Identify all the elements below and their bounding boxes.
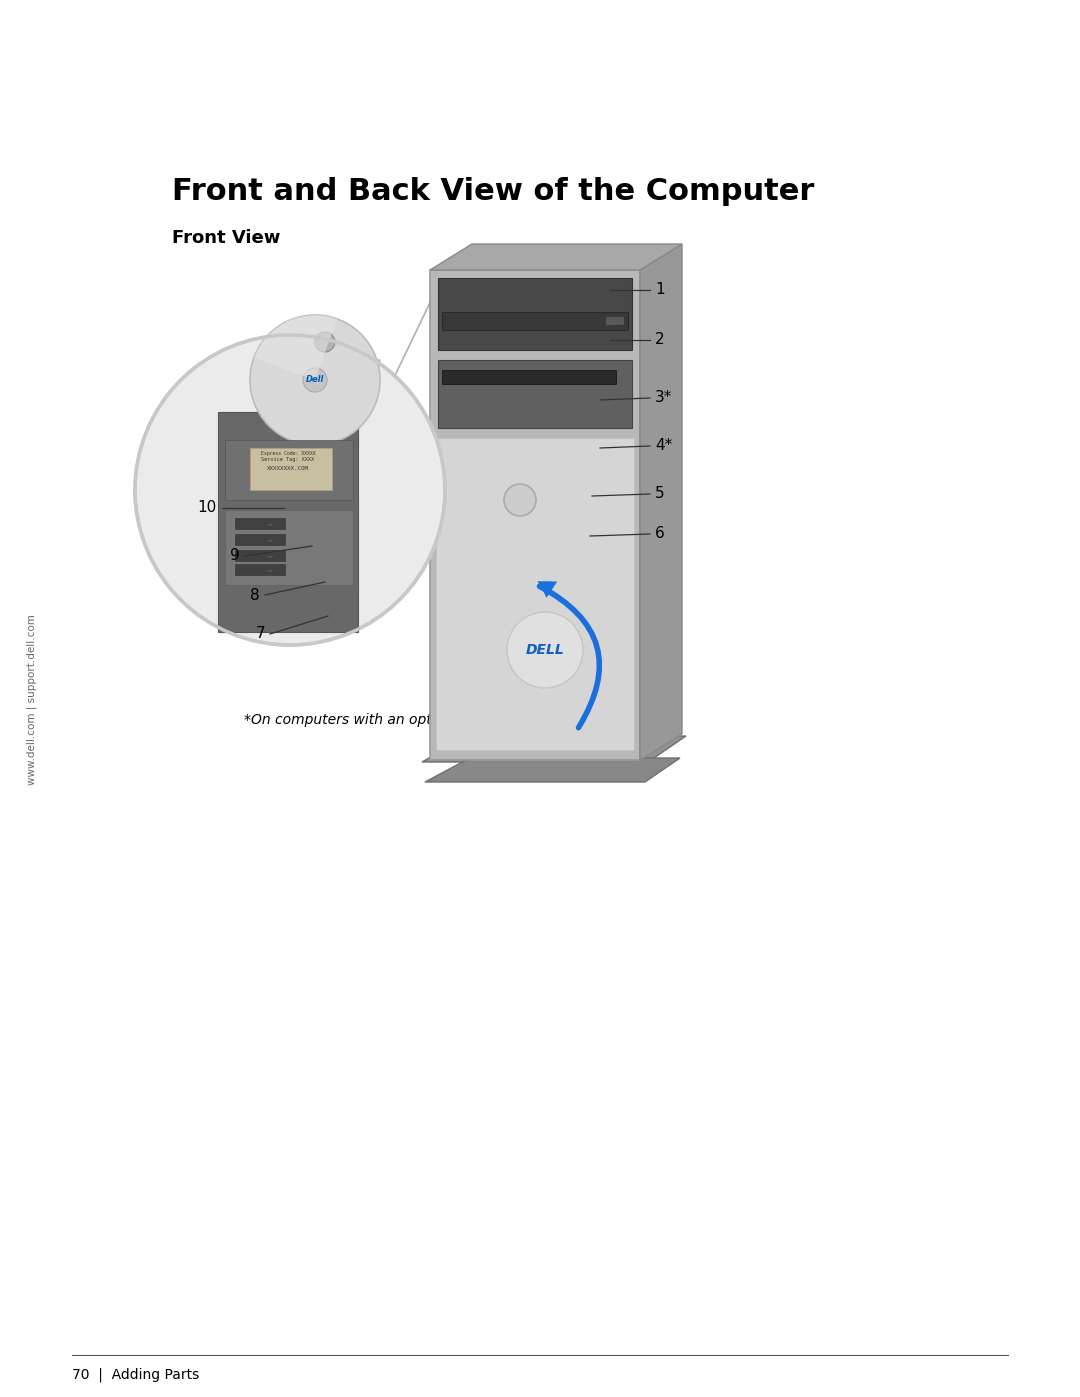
Bar — [235, 550, 285, 562]
Bar — [235, 564, 285, 576]
Text: DELL: DELL — [526, 643, 565, 657]
Bar — [218, 412, 357, 631]
Bar — [225, 510, 353, 585]
Text: 7: 7 — [255, 626, 265, 641]
Wedge shape — [254, 314, 337, 380]
Polygon shape — [640, 244, 681, 760]
Bar — [235, 534, 285, 545]
Circle shape — [507, 612, 583, 687]
Text: 8: 8 — [251, 588, 260, 602]
Text: Front and Back View of the Computer: Front and Back View of the Computer — [172, 177, 814, 207]
Bar — [442, 312, 627, 330]
Bar — [249, 448, 332, 490]
FancyArrowPatch shape — [538, 581, 598, 728]
Polygon shape — [430, 244, 681, 270]
Bar — [225, 440, 353, 500]
FancyArrowPatch shape — [540, 587, 599, 728]
Text: 10: 10 — [198, 500, 217, 515]
Bar — [235, 518, 285, 529]
Text: www.dell.com | support.dell.com: www.dell.com | support.dell.com — [27, 615, 37, 785]
Text: 6: 6 — [654, 527, 665, 542]
Text: >>: >> — [267, 569, 273, 571]
Text: Front View: Front View — [172, 229, 281, 247]
Circle shape — [135, 335, 445, 645]
Text: 1: 1 — [654, 282, 664, 298]
Text: 70  |  Adding Parts: 70 | Adding Parts — [72, 1368, 199, 1382]
Bar — [436, 439, 634, 750]
Bar — [606, 317, 624, 326]
Text: >>: >> — [267, 555, 273, 557]
Text: 4*: 4* — [654, 439, 672, 454]
Text: Service Tag: XXXX: Service Tag: XXXX — [261, 457, 314, 462]
Text: Express Code: XXXXX: Express Code: XXXXX — [260, 450, 315, 455]
Polygon shape — [260, 360, 380, 405]
Text: *On computers with an optional floppy drive.: *On computers with an optional floppy dr… — [244, 712, 556, 726]
Text: Dell: Dell — [306, 376, 324, 384]
Bar — [438, 278, 632, 351]
Text: 3*: 3* — [654, 391, 673, 405]
Text: 2: 2 — [654, 332, 664, 348]
Circle shape — [504, 483, 536, 515]
Bar — [430, 270, 640, 760]
Bar — [438, 360, 632, 427]
Text: >>: >> — [267, 538, 273, 542]
Text: >>: >> — [267, 522, 273, 527]
Text: 5: 5 — [654, 486, 664, 502]
Circle shape — [303, 367, 327, 393]
Text: 9: 9 — [230, 549, 240, 563]
Bar — [442, 370, 616, 384]
Circle shape — [249, 314, 380, 446]
Circle shape — [315, 332, 335, 352]
Polygon shape — [426, 759, 680, 782]
Text: XXXXXXXX.COM: XXXXXXXX.COM — [267, 465, 309, 471]
Polygon shape — [422, 736, 686, 761]
